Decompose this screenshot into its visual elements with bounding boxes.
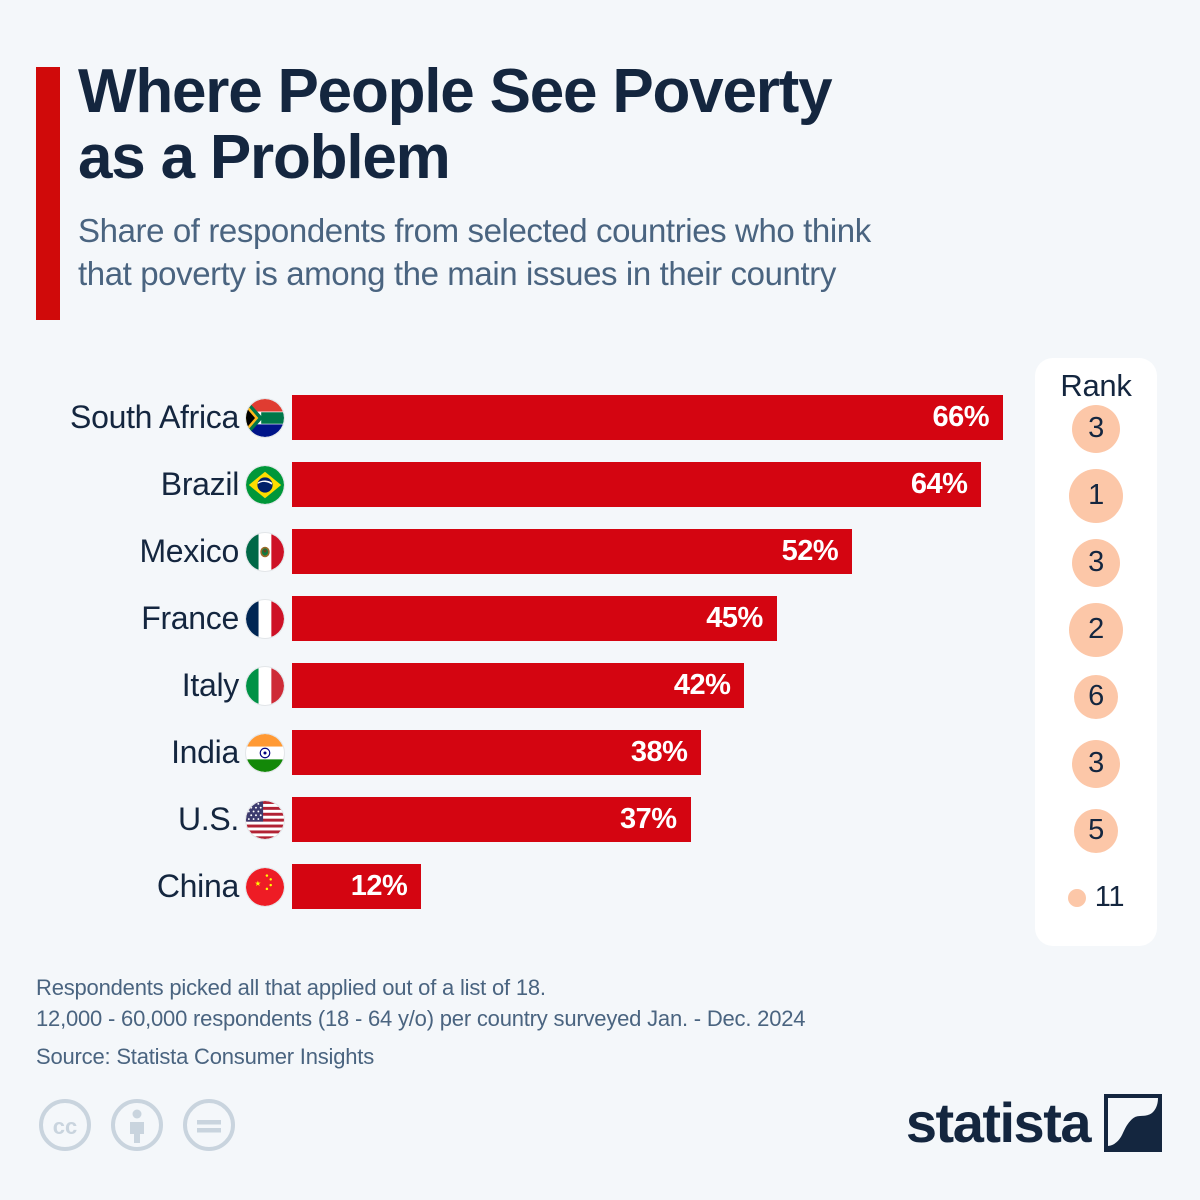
country-label: Mexico <box>139 529 285 574</box>
bar: 52% <box>292 529 853 574</box>
country-name: South Africa <box>70 399 239 435</box>
bar-value-label: 37% <box>620 803 677 835</box>
rank-badge: 11 <box>1067 881 1125 914</box>
table-row: India 38% <box>0 730 1020 775</box>
country-label: U.S. <box>178 797 285 842</box>
flag-south-africa-icon <box>245 397 285 438</box>
flag-mexico-icon <box>245 531 285 572</box>
table-row: Mexico 52% <box>0 529 1020 574</box>
flag-france-icon <box>245 598 285 639</box>
rank-cell: 2 <box>1035 602 1157 657</box>
statista-logo-mark <box>1104 1093 1162 1152</box>
rank-cell: 6 <box>1035 674 1157 719</box>
bar: 12% <box>292 864 422 909</box>
rank-badge: 3 <box>1072 404 1120 453</box>
country-name: France <box>141 600 239 636</box>
bar: 64% <box>292 462 982 507</box>
country-name: Mexico <box>139 533 239 569</box>
rank-badge: 2 <box>1069 602 1123 657</box>
flag-united-states-icon <box>245 799 285 840</box>
rank-badge: 5 <box>1074 808 1118 853</box>
page-subtitle: Share of respondents from selected count… <box>78 212 871 293</box>
table-row: China 12% <box>0 864 1020 909</box>
table-row: France 45% <box>0 596 1020 641</box>
table-row: South Africa 66% <box>0 395 1020 440</box>
rank-badge: 3 <box>1072 739 1120 788</box>
bar-value-label: 42% <box>673 669 731 701</box>
rank-panel-title: Rank <box>1060 368 1132 403</box>
rank-cell: 3 <box>1035 538 1157 587</box>
rank-cell: 3 <box>1035 739 1157 788</box>
bar-value-label: 52% <box>781 535 839 567</box>
heading-group: Where People See Poverty as a Problem Sh… <box>78 59 1138 296</box>
bar: 38% <box>292 730 702 775</box>
rank-badge: 3 <box>1072 538 1120 587</box>
footnote-line-2: 12,000 - 60,000 respondents (18 - 64 y/o… <box>36 1006 806 1032</box>
rank-cell: 1 <box>1035 468 1157 523</box>
country-label: Brazil <box>161 462 285 507</box>
no-derivatives-icon <box>182 1098 236 1152</box>
country-label: France <box>141 596 285 641</box>
bar-value-label: 12% <box>350 870 408 902</box>
flag-china-icon <box>245 866 285 907</box>
bar-value-label: 64% <box>910 468 968 500</box>
bar-value-label: 38% <box>630 736 688 768</box>
country-name: Italy <box>181 667 240 703</box>
rank-panel: Rank 3 1 3 2 6 3 5 11 <box>1035 358 1157 946</box>
rank-badge: 6 <box>1074 674 1118 719</box>
rank-value: 11 <box>1094 881 1125 913</box>
creative-commons-icons: cc <box>38 1098 236 1152</box>
table-row: U.S. 37% <box>0 797 1020 842</box>
flag-italy-icon <box>245 665 285 706</box>
bar: 42% <box>292 663 745 708</box>
country-name: China <box>156 868 239 904</box>
footnote-line-1: Respondents picked all that applied out … <box>36 975 546 1000</box>
rank-badge: 1 <box>1069 468 1123 523</box>
table-row: Brazil 64% <box>0 462 1020 507</box>
country-label: India <box>171 730 285 775</box>
bar: 45% <box>292 596 777 641</box>
flag-india-icon <box>245 732 285 773</box>
table-row: Italy 42% <box>0 663 1020 708</box>
country-name: India <box>171 734 239 770</box>
bar: 66% <box>292 395 1003 440</box>
statista-logo: statista <box>906 1090 1162 1155</box>
rank-cell: 3 <box>1035 404 1157 453</box>
country-label: China <box>157 864 285 909</box>
rank-dot-icon <box>1067 888 1086 907</box>
source-line: Source: Statista Consumer Insights <box>36 1044 375 1070</box>
cc-icon: cc <box>38 1098 92 1152</box>
accent-bar <box>36 67 60 320</box>
header: Where People See Poverty as a Problem Sh… <box>36 59 1136 322</box>
country-label: Italy <box>182 663 285 708</box>
footnotes: Respondents picked all that applied out … <box>36 972 1016 1070</box>
bar: 37% <box>292 797 691 842</box>
statista-logo-text: statista <box>905 1091 1092 1154</box>
page-title: Where People See Poverty as a Problem <box>78 57 833 192</box>
country-name: U.S. <box>177 801 239 837</box>
country-name: Brazil <box>160 466 240 502</box>
svg-text:cc: cc <box>53 1114 77 1139</box>
rank-cell: 5 <box>1035 808 1157 853</box>
attribution-icon <box>110 1098 164 1152</box>
bar-value-label: 45% <box>706 602 763 634</box>
bar-value-label: 66% <box>932 401 989 433</box>
bar-chart: South Africa 66% Brazil 64% Mexico 52% France 4… <box>0 395 1020 945</box>
country-label: South Africa <box>70 395 285 440</box>
rank-cell: 11 <box>1035 875 1157 920</box>
flag-brazil-icon <box>245 464 285 505</box>
